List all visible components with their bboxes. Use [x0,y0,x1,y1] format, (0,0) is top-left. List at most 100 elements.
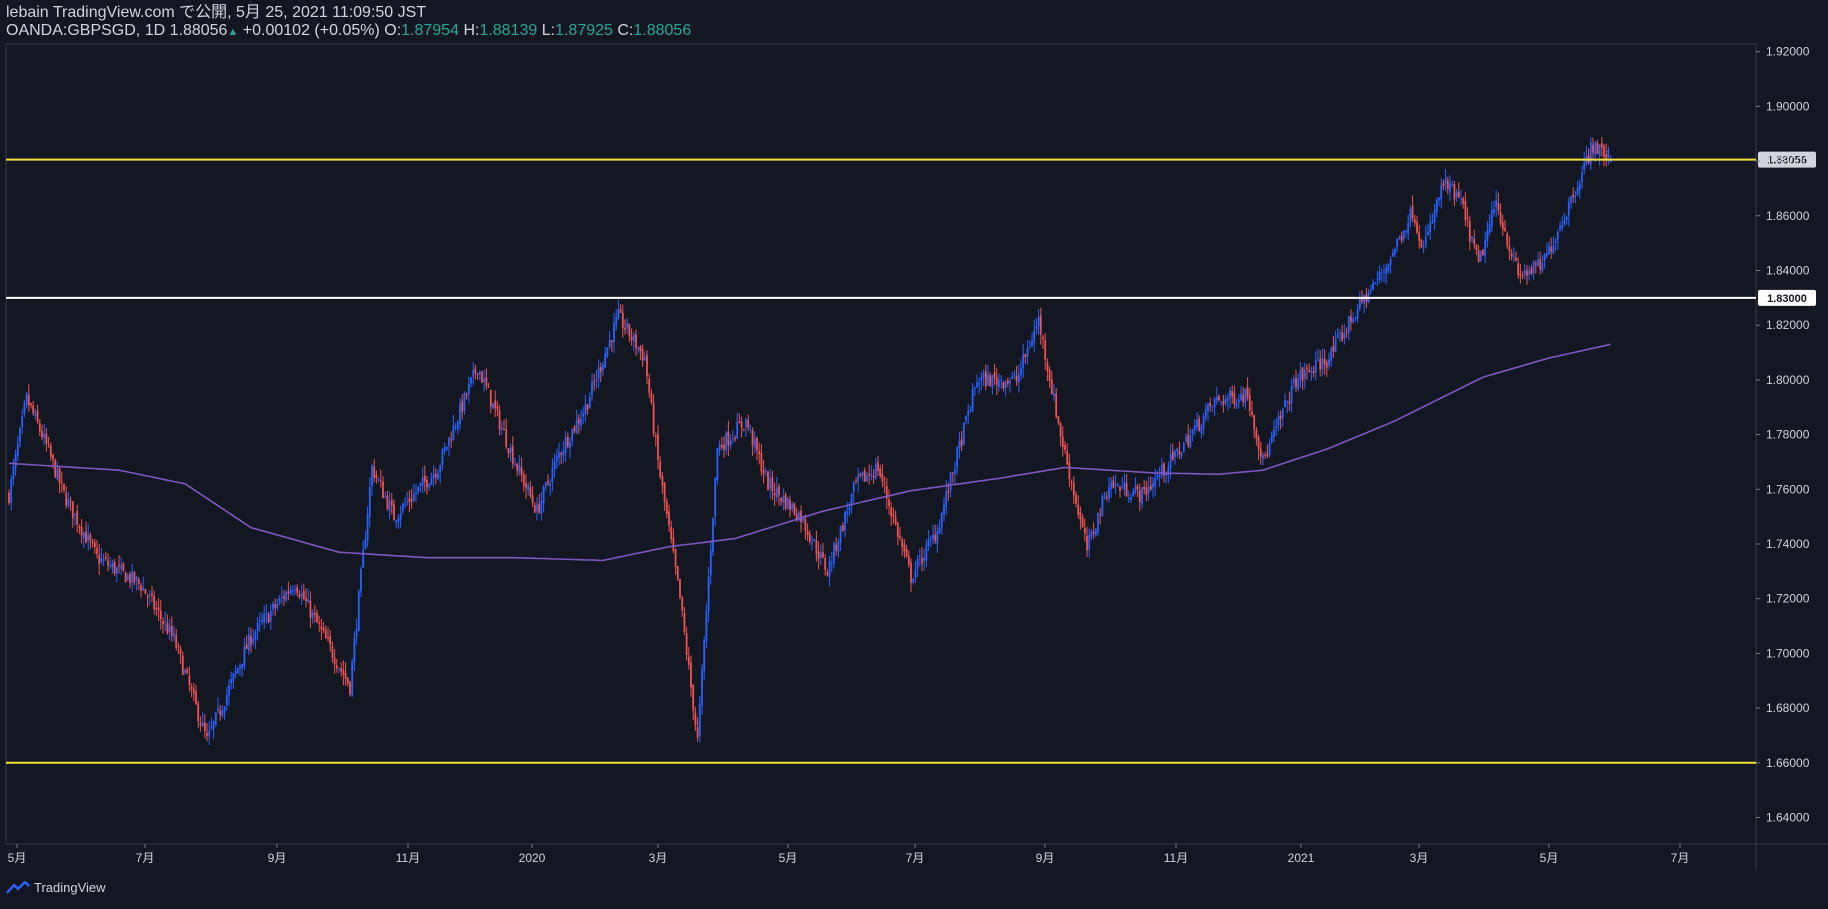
candle-body [1422,246,1425,248]
candle-body [1510,253,1513,257]
candle-body [1284,400,1286,407]
time-axis[interactable]: 5月 7月 9月 11月 2020 3月 5月 7月 9月 11月 2021 3月 5月 7月 [8,844,1690,865]
open-label: O: [384,22,402,39]
candle-body [1143,486,1146,490]
candle-body [1046,362,1049,372]
candle-body [1180,452,1183,457]
candle-body [43,433,46,438]
candle-body [1299,369,1302,381]
candle-body [593,381,596,383]
candle-body [1444,178,1447,184]
candle-body [483,378,486,383]
candle-body [322,628,325,631]
candle-body [727,431,730,446]
candle-body [804,518,807,531]
candle-body [707,576,710,612]
candle-body [1532,261,1535,274]
symbol-label[interactable]: OANDA:GBPSGD, 1D [6,22,166,39]
candle-body [984,371,987,387]
candle-body [87,534,90,541]
candle-body [135,577,138,581]
x-tick-label: 11月 [1164,851,1188,865]
candle-body [866,475,868,482]
footer-brand[interactable]: TradingView [6,880,106,895]
candle-body [386,495,389,509]
candle-body [690,662,692,688]
candle-body [331,646,334,658]
candle-body [1088,534,1091,550]
candle-body [410,499,413,502]
candle-body [652,402,655,434]
candle-body [399,513,402,520]
candle-body [1193,425,1196,430]
candle-body [54,460,57,478]
candle-body [1112,480,1115,488]
price-axis[interactable]: 1.64000 1.66000 1.68000 1.70000 1.72000 1.740… [1756,45,1810,825]
candle-body [1455,191,1458,198]
candle-body [1495,200,1498,207]
candle-body [1347,316,1350,334]
candle-body [815,540,818,554]
candle-body [773,493,776,496]
candle-body [584,404,587,415]
candle-body [1317,359,1319,361]
candle-body [635,334,637,349]
candle-body [434,474,437,478]
publish-info: lebain TradingView.com で公開, 5月 25, 2021 … [6,4,691,22]
candle-body [938,528,941,534]
candle-body [1592,144,1594,153]
candle-body [808,533,811,542]
candle-body [1548,245,1550,255]
candle-body [577,418,580,424]
candle-body [1026,348,1029,357]
candle-body [408,498,411,502]
candle-body [1356,309,1359,319]
candle-body [703,639,706,671]
candle-body [639,346,642,352]
candle-body [1453,184,1456,200]
candle-body [1550,247,1553,252]
candle-body [958,440,961,449]
candle-body [657,434,659,461]
x-tick-label: 2020 [519,851,546,865]
candle-body [313,613,316,616]
candle-body [1570,196,1572,203]
candle-body [723,444,725,451]
candle-body [377,479,380,481]
candle-body [738,421,741,424]
candle-body [661,476,664,486]
candle-body [892,514,895,517]
candle-body [1354,316,1357,318]
candle-body [956,447,959,468]
candle-body [109,564,112,566]
candle-body [287,591,290,594]
candle-body [199,722,202,725]
ohlc-legend[interactable]: OANDA:GBPSGD, 1D 1.88056▲ +0.00102 (+0.0… [6,22,691,40]
candle-body [1094,529,1097,536]
candle-body [1374,282,1377,284]
candle-body [1497,203,1500,211]
candle-body [800,510,802,523]
candle-body [1449,183,1451,192]
candle-body [96,548,98,554]
candle-body [1402,230,1405,240]
candle-body [1567,201,1570,216]
y-tick-label: 1.92000 [1766,45,1810,59]
candle-body [371,465,373,486]
candle-body [947,490,950,493]
candle-body [439,465,442,473]
close-value: 1.88056 [633,22,692,39]
candle-body [162,621,164,624]
candle-body [549,483,552,486]
candle-body [351,661,354,696]
candle-body [1609,159,1612,163]
candle-body [1405,231,1407,233]
candle-body [146,595,149,598]
candle-body [500,427,503,430]
candle-body [621,312,624,329]
candle-body [1042,336,1044,340]
candle-body [21,416,24,427]
candle-body [852,482,855,492]
candle-body [1158,475,1161,477]
